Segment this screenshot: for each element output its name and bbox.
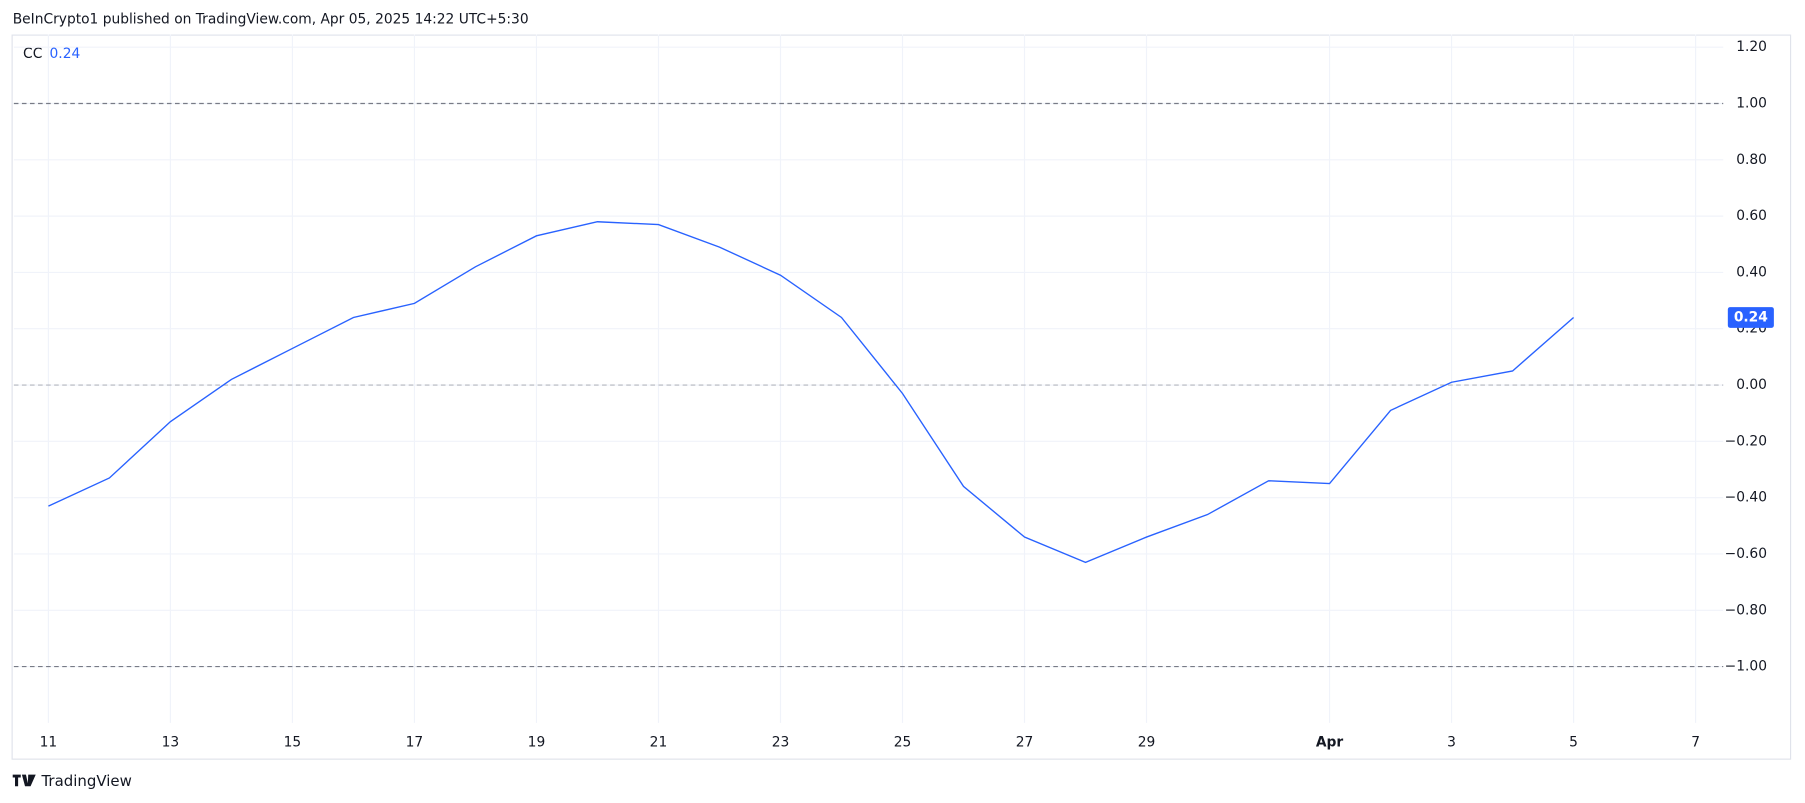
x-tick-label: 13 <box>162 734 180 750</box>
logo <box>12 774 36 787</box>
x-tick-label: 15 <box>284 734 302 750</box>
legend-name: CC <box>23 46 42 62</box>
y-tick-label: −1.00 <box>1725 659 1767 675</box>
y-tick-label: 0.40 <box>1736 264 1767 280</box>
x-tick-label: 11 <box>40 734 58 750</box>
y-tick-label: 0.00 <box>1736 377 1767 393</box>
last-value-label: 0.24 <box>1734 309 1768 325</box>
y-tick-label: −0.80 <box>1725 602 1767 618</box>
y-tick-label: −0.40 <box>1725 490 1767 506</box>
x-tick-label: 29 <box>1138 734 1156 750</box>
legend-value: 0.24 <box>50 46 81 62</box>
x-tick-label: 23 <box>772 734 790 750</box>
x-tick-label: 21 <box>650 734 668 750</box>
header: BeInCrypto1 published on TradingView.com… <box>13 12 529 28</box>
footer-brand: TradingView <box>40 772 131 790</box>
x-tick-label: 25 <box>894 734 912 750</box>
logo-mark <box>12 774 36 787</box>
x-tick-label: 5 <box>1569 734 1578 750</box>
x-tick-label: 7 <box>1691 734 1700 750</box>
x-tick-label: 19 <box>528 734 546 750</box>
x-tick-label: 3 <box>1447 734 1456 750</box>
x-tick-label: 17 <box>406 734 424 750</box>
x-tick-label: Apr <box>1316 734 1344 750</box>
last-value-badge <box>1727 307 1774 328</box>
frame <box>11 34 1792 760</box>
y-tick-label: −0.20 <box>1725 433 1767 449</box>
y-tick-label: 1.20 <box>1736 39 1767 55</box>
y-tick-label: 0.60 <box>1736 208 1767 224</box>
x-tick-label: 27 <box>1016 734 1034 750</box>
y-tick-label: 1.00 <box>1736 96 1767 112</box>
series-line <box>48 221 1575 564</box>
y-tick-label: −0.60 <box>1725 546 1767 562</box>
y-tick-label: 0.80 <box>1736 152 1767 168</box>
